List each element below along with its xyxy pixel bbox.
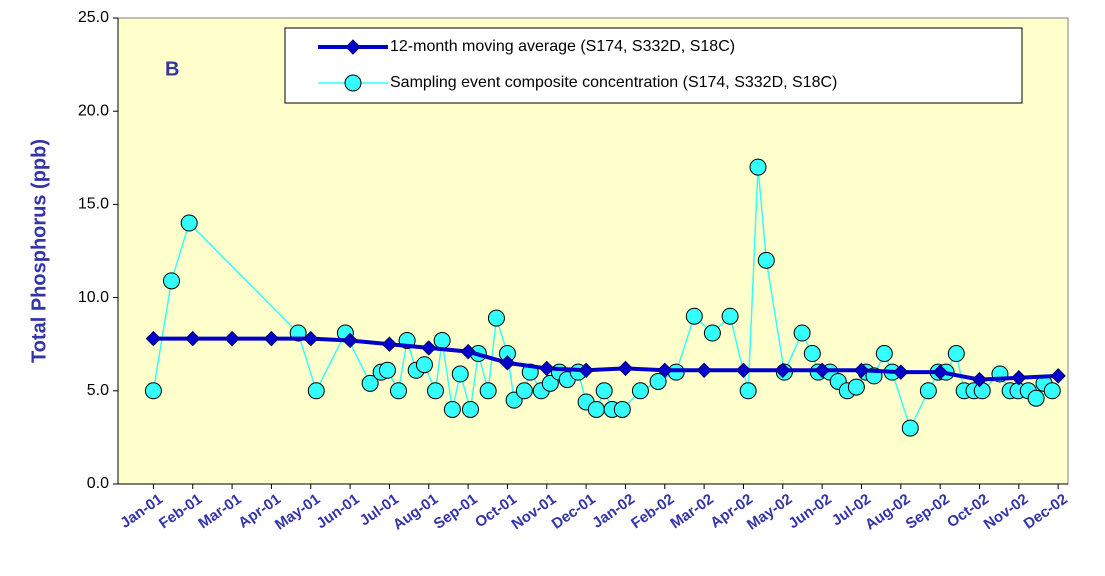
x-tick-label: Feb-02	[628, 491, 677, 533]
data-point	[875, 345, 893, 363]
data-point	[793, 324, 811, 342]
data-point	[162, 272, 180, 290]
x-tick-label: Jun-02	[785, 491, 834, 533]
data-point	[426, 382, 444, 400]
data-point	[649, 372, 667, 390]
data-point	[461, 400, 479, 418]
x-tick-label: Sep-02	[903, 491, 953, 533]
data-point	[433, 331, 451, 349]
x-tick-label: Jan-01	[117, 491, 166, 532]
data-point	[389, 382, 407, 400]
data-point	[685, 307, 703, 325]
data-point	[932, 364, 948, 380]
data-point	[721, 307, 739, 325]
data-point	[460, 343, 476, 360]
data-point	[415, 356, 433, 374]
x-tick-label: Feb-01	[156, 491, 205, 533]
data-point	[578, 362, 594, 379]
data-point	[381, 336, 398, 352]
legend	[284, 27, 1023, 104]
data-point	[145, 330, 162, 347]
x-tick-label: Dec-01	[549, 491, 599, 533]
data-point	[919, 382, 937, 400]
y-tick-label: 20.0	[78, 102, 109, 119]
data-point	[515, 382, 533, 400]
data-point	[378, 361, 396, 379]
data-point	[539, 360, 555, 377]
data-point	[1050, 368, 1066, 384]
y-tick-label: 0.0	[87, 475, 109, 492]
x-tick-label: Mar-01	[195, 491, 244, 533]
y-tick-label: 10.0	[78, 289, 109, 306]
data-point	[185, 330, 201, 347]
data-point	[541, 374, 559, 392]
data-point	[613, 400, 631, 418]
data-point	[847, 378, 865, 396]
data-point	[224, 330, 240, 347]
data-point	[971, 371, 988, 388]
data-point	[587, 400, 605, 418]
data-point	[735, 362, 752, 379]
data-point	[421, 340, 437, 356]
data-point	[853, 362, 870, 379]
data-point	[814, 362, 830, 379]
x-tick-label: Aug-02	[862, 491, 913, 534]
x-tick-label: Jun-01	[313, 491, 362, 533]
data-point	[307, 382, 325, 400]
data-point	[696, 362, 712, 379]
data-point	[1011, 370, 1027, 386]
data-point	[973, 382, 991, 400]
data-point	[657, 362, 673, 379]
data-point	[342, 332, 358, 349]
data-point	[144, 382, 162, 400]
x-tick-label: May-02	[744, 491, 795, 534]
legend-label: 12-month moving average (S174, S332D, S1…	[390, 38, 735, 55]
data-point	[1027, 389, 1045, 407]
data-point	[451, 365, 469, 383]
data-point	[803, 345, 821, 363]
legend-label: Sampling event composite concentration (…	[390, 74, 837, 91]
data-point	[775, 362, 791, 379]
y-tick-label: 5.0	[87, 382, 109, 399]
data-point	[703, 324, 721, 342]
annotation: B	[165, 58, 179, 80]
x-tick-label: Mar-02	[667, 491, 716, 533]
data-point	[595, 382, 613, 400]
x-tick-label: Jan-02	[589, 491, 638, 532]
legend-marker	[344, 74, 362, 92]
x-tick-label: Aug-01	[390, 491, 441, 534]
data-point	[487, 309, 505, 327]
x-tick-label: Dec-02	[1021, 491, 1071, 533]
data-point	[361, 374, 379, 392]
legend-marker	[345, 39, 361, 55]
data-point	[739, 382, 757, 400]
data-point	[263, 330, 280, 347]
data-point	[947, 345, 965, 363]
data-point	[303, 330, 319, 347]
data-point	[749, 158, 767, 176]
data-point	[617, 360, 634, 377]
data-point	[631, 382, 649, 400]
data-point	[479, 382, 497, 400]
y-tick-label: 15.0	[78, 196, 109, 213]
y-axis-label: Total Phosphorus (ppb)	[28, 139, 50, 363]
x-tick-label: May-01	[272, 491, 323, 534]
data-point	[180, 214, 198, 232]
data-point	[499, 355, 516, 371]
data-point	[901, 419, 919, 437]
y-tick-label: 25.0	[78, 9, 109, 26]
data-point	[893, 364, 909, 380]
x-tick-label: Nov-02	[981, 491, 1032, 534]
x-tick-label: Sep-01	[431, 491, 481, 533]
data-point	[757, 251, 775, 269]
x-tick-label: Nov-01	[509, 491, 560, 534]
data-point	[443, 400, 461, 418]
data-point	[1043, 382, 1061, 400]
